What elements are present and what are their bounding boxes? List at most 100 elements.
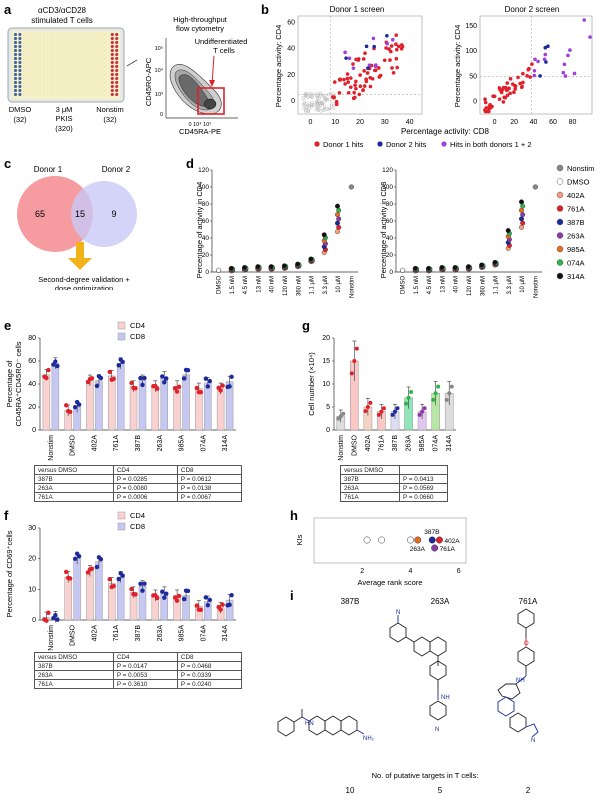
b-point-donor1 xyxy=(354,57,358,62)
well xyxy=(88,56,92,61)
b-point-donor1 xyxy=(395,65,400,70)
b-point-nonhit xyxy=(322,104,327,108)
bar-xtick: 314A xyxy=(222,435,229,452)
g-dot xyxy=(341,411,346,416)
panel-d-label: d xyxy=(186,156,194,171)
b-point-donor1 xyxy=(345,76,350,81)
f-r3-c1: 761A xyxy=(34,679,114,689)
bar-dot xyxy=(198,607,204,613)
b-point-donor1 xyxy=(394,47,399,52)
bar-xtick: 387B xyxy=(135,625,142,642)
plate-sub-pkis: (320) xyxy=(55,124,73,133)
bar-xtick: 074A xyxy=(200,625,207,642)
well xyxy=(75,68,79,73)
well xyxy=(53,92,57,97)
well xyxy=(93,64,97,69)
bar-dot xyxy=(155,386,160,391)
well xyxy=(13,88,18,93)
well xyxy=(106,92,110,97)
g-dot xyxy=(376,412,381,417)
well xyxy=(66,84,70,89)
panel-h-label: h xyxy=(290,508,298,523)
well xyxy=(31,48,35,53)
well xyxy=(44,76,48,81)
well xyxy=(13,92,18,97)
bar-legend-label: CD8 xyxy=(130,522,145,531)
h-point xyxy=(436,536,443,544)
well xyxy=(40,48,44,53)
well xyxy=(53,80,57,85)
f-r1-c3: P = 0.0468 xyxy=(176,661,243,671)
d-charts: 0 20 40 60 80 100 120 DMSO 1.5 nM 4.5 nM 13 nM 40 n… xyxy=(198,167,542,298)
well xyxy=(13,60,18,65)
b-point-donor1 xyxy=(497,97,502,101)
bar-dot xyxy=(160,589,165,594)
b-point-nonhit xyxy=(328,107,332,111)
well xyxy=(27,40,31,45)
flow-title-2: flow cytometry xyxy=(176,24,224,33)
panel-i-label: i xyxy=(290,588,294,603)
well xyxy=(84,80,88,85)
d-xtick: 1.5 nM xyxy=(414,276,420,294)
bar-dot xyxy=(72,404,78,410)
bar-dot xyxy=(107,369,112,375)
well xyxy=(93,52,97,57)
well xyxy=(110,44,114,49)
well xyxy=(44,84,48,89)
b-point-nonhit xyxy=(308,102,312,106)
b-point-nonhit xyxy=(318,93,323,97)
well xyxy=(88,80,92,85)
bar-xtick: 263A xyxy=(157,435,164,452)
bar-dot xyxy=(76,402,82,407)
well xyxy=(22,76,26,81)
b-legend-3: Hits in both donors 1 + 2 xyxy=(450,140,532,149)
d-ytick: 40 xyxy=(386,235,394,242)
well xyxy=(115,48,119,53)
well xyxy=(35,80,40,85)
well xyxy=(22,44,26,49)
b-left-xtick: 0 xyxy=(308,119,312,126)
well xyxy=(106,88,110,93)
well xyxy=(79,44,84,49)
well xyxy=(84,92,88,97)
gate-arrow xyxy=(211,55,215,85)
d-point xyxy=(228,265,234,271)
d-point xyxy=(479,262,485,268)
g-xtick: 074A xyxy=(433,435,440,452)
well xyxy=(18,88,22,93)
b-point-donor1 xyxy=(354,86,358,91)
d-ytick: 100 xyxy=(198,184,209,191)
b-point-nonhit xyxy=(326,107,331,111)
well xyxy=(53,56,57,61)
well xyxy=(53,52,57,57)
d-legend-label: 402A xyxy=(567,191,585,200)
bar-legend-swatch xyxy=(117,321,126,330)
well xyxy=(71,48,75,53)
g-dot xyxy=(449,384,454,389)
d-point xyxy=(334,212,340,218)
d-point-dmso xyxy=(216,267,222,273)
b-point-donor1 xyxy=(484,106,489,110)
bar-ylabel: Percentage of xyxy=(5,360,14,408)
well xyxy=(101,32,106,37)
well xyxy=(44,60,48,65)
well xyxy=(66,52,70,57)
well xyxy=(18,64,22,69)
well xyxy=(40,60,44,65)
f-r2-c3: P = 0.0339 xyxy=(176,670,243,680)
bar-ytick: 80 xyxy=(28,335,36,342)
well-grid xyxy=(13,32,119,97)
well xyxy=(75,44,79,49)
well xyxy=(27,56,31,61)
f-r2-c1: 263A xyxy=(34,670,114,680)
well xyxy=(93,36,97,41)
bar-dot xyxy=(174,598,180,603)
well xyxy=(101,52,106,57)
b-left-frame xyxy=(297,15,423,115)
b-point-donor1 xyxy=(390,66,394,70)
plate-sub-dmso: (32) xyxy=(13,115,27,124)
well xyxy=(49,32,53,37)
well xyxy=(66,36,70,41)
